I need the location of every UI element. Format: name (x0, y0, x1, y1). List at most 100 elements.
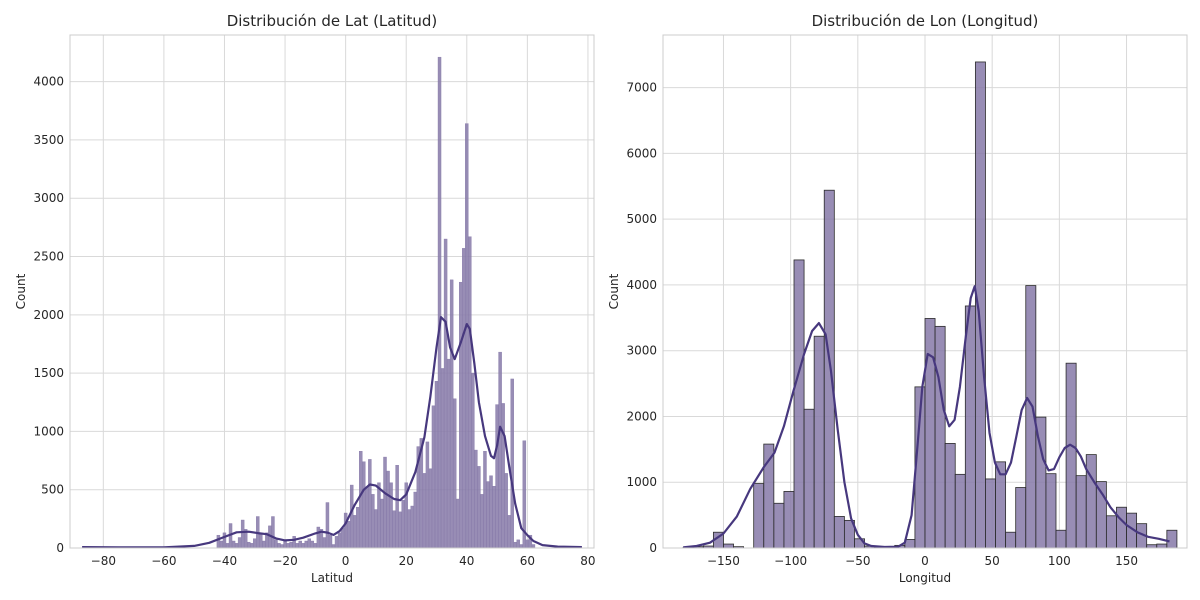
histogram-bar (773, 502, 785, 549)
axes-frame (69, 34, 595, 549)
histogram-bar (383, 456, 387, 549)
histogram-bar (316, 526, 321, 549)
histogram-bar (250, 543, 254, 549)
x-tick-label: 20 (399, 554, 414, 568)
histogram-bar (289, 541, 293, 549)
histogram-bar (310, 540, 315, 549)
x-tick-label: −150 (707, 554, 740, 568)
histogram-bar (803, 408, 815, 549)
histogram-bar (483, 451, 487, 549)
histogram-bar (234, 543, 239, 549)
y-tick-label: 500 (41, 483, 64, 497)
histogram-bar (1105, 515, 1117, 549)
chart-panel-1: −80 −60 −40 −20 0 20 40 60 80 0 500 1000 1500 2000 250… (14, 12, 596, 585)
histogram-bar (1156, 543, 1168, 549)
histogram-bar (286, 543, 290, 549)
x-tick-label: −50 (845, 554, 870, 568)
y-tick-label: 0 (56, 541, 64, 555)
histogram-bar (410, 505, 414, 549)
histogram-bar (1166, 529, 1178, 549)
histogram-bar (331, 544, 336, 549)
histogram-bar (510, 378, 514, 549)
histogram-bar (280, 544, 284, 549)
y-tick-label: 7000 (626, 81, 657, 95)
histogram-bar (362, 461, 366, 549)
x-tick-label: 40 (459, 554, 474, 568)
histogram-bar (395, 465, 399, 549)
x-axis-label: Latitud (311, 571, 353, 585)
histogram-bar (793, 259, 805, 549)
histogram-bar (471, 372, 475, 549)
y-tick-label: 6000 (626, 146, 657, 160)
histogram-bar (783, 491, 795, 549)
histogram-bar (231, 540, 236, 549)
histogram-bar (431, 405, 436, 549)
histogram-bar (1045, 473, 1057, 549)
y-tick-label: 4000 (626, 278, 657, 292)
histogram-bar (380, 498, 384, 549)
histogram-bar (413, 491, 418, 549)
histogram-bar (374, 509, 378, 549)
y-tick-label: 1500 (33, 366, 64, 380)
histogram-bar (474, 449, 478, 549)
y-tick-label: 0 (649, 541, 657, 555)
histogram-bar (253, 538, 257, 549)
histogram-bar (465, 123, 469, 549)
histogram-bar (292, 536, 296, 549)
histogram-bar (480, 494, 484, 549)
y-tick-label: 2000 (33, 308, 64, 322)
histogram-bar (468, 236, 472, 549)
histogram-bar (823, 189, 835, 549)
histogram-bar (440, 368, 445, 549)
histogram-bar (349, 484, 354, 549)
histogram-bar (1116, 506, 1127, 549)
y-axis-label: Count (607, 273, 621, 309)
histogram-bar (222, 532, 227, 549)
chart-panel-2: −150 −100 −50 0 50 100 150 0 1000 2000 3000 4000 500… (607, 12, 1188, 585)
histogram-bar (301, 543, 305, 549)
histogram-bar (398, 511, 402, 549)
histogram-bar (328, 534, 333, 549)
histogram-bar (519, 544, 524, 549)
x-tick-label: −100 (774, 554, 807, 568)
histogram-bar (498, 351, 502, 549)
histogram-bar (462, 248, 466, 549)
histogram-bar (428, 468, 433, 549)
histogram-bar (486, 481, 490, 549)
histogram-bar (307, 538, 311, 549)
plot-area (70, 35, 594, 548)
histogram-bar (446, 358, 451, 549)
y-tick-label: 3000 (33, 191, 64, 205)
x-tick-label: 100 (1048, 554, 1071, 568)
histogram-bar (1055, 529, 1067, 549)
histogram-bar (492, 486, 496, 549)
histogram-bar (262, 540, 266, 549)
histogram-bar (271, 516, 275, 549)
histogram-bar (477, 466, 481, 549)
x-axis-label: Longitud (899, 571, 951, 585)
histogram-bar (240, 519, 245, 549)
histogram-bar (343, 512, 348, 549)
y-tick-label: 5000 (626, 212, 657, 226)
histogram-bar (495, 404, 499, 549)
histogram-bar (422, 473, 427, 549)
histogram-bar (368, 459, 372, 549)
histogram-bar (1075, 475, 1087, 549)
histogram-bar (353, 515, 357, 549)
histogram-bar (259, 532, 263, 549)
chart-title: Distribución de Lat (Latitud) (227, 12, 438, 30)
histogram-bar (277, 543, 281, 549)
histogram-bar (449, 279, 454, 549)
x-tick-label: −60 (151, 554, 176, 568)
x-tick-label: −20 (272, 554, 297, 568)
kde-line (82, 316, 582, 549)
histogram-bar (507, 515, 511, 549)
y-tick-label: 2500 (33, 250, 64, 264)
y-tick-label: 1000 (626, 475, 657, 489)
chart-title: Distribución de Lon (Longitud) (812, 12, 1039, 30)
histogram-bar (389, 482, 393, 549)
axes-frame (662, 34, 1188, 549)
histogram-bar (813, 335, 825, 549)
x-tick-label: 0 (342, 554, 350, 568)
histogram-bar (525, 539, 530, 549)
